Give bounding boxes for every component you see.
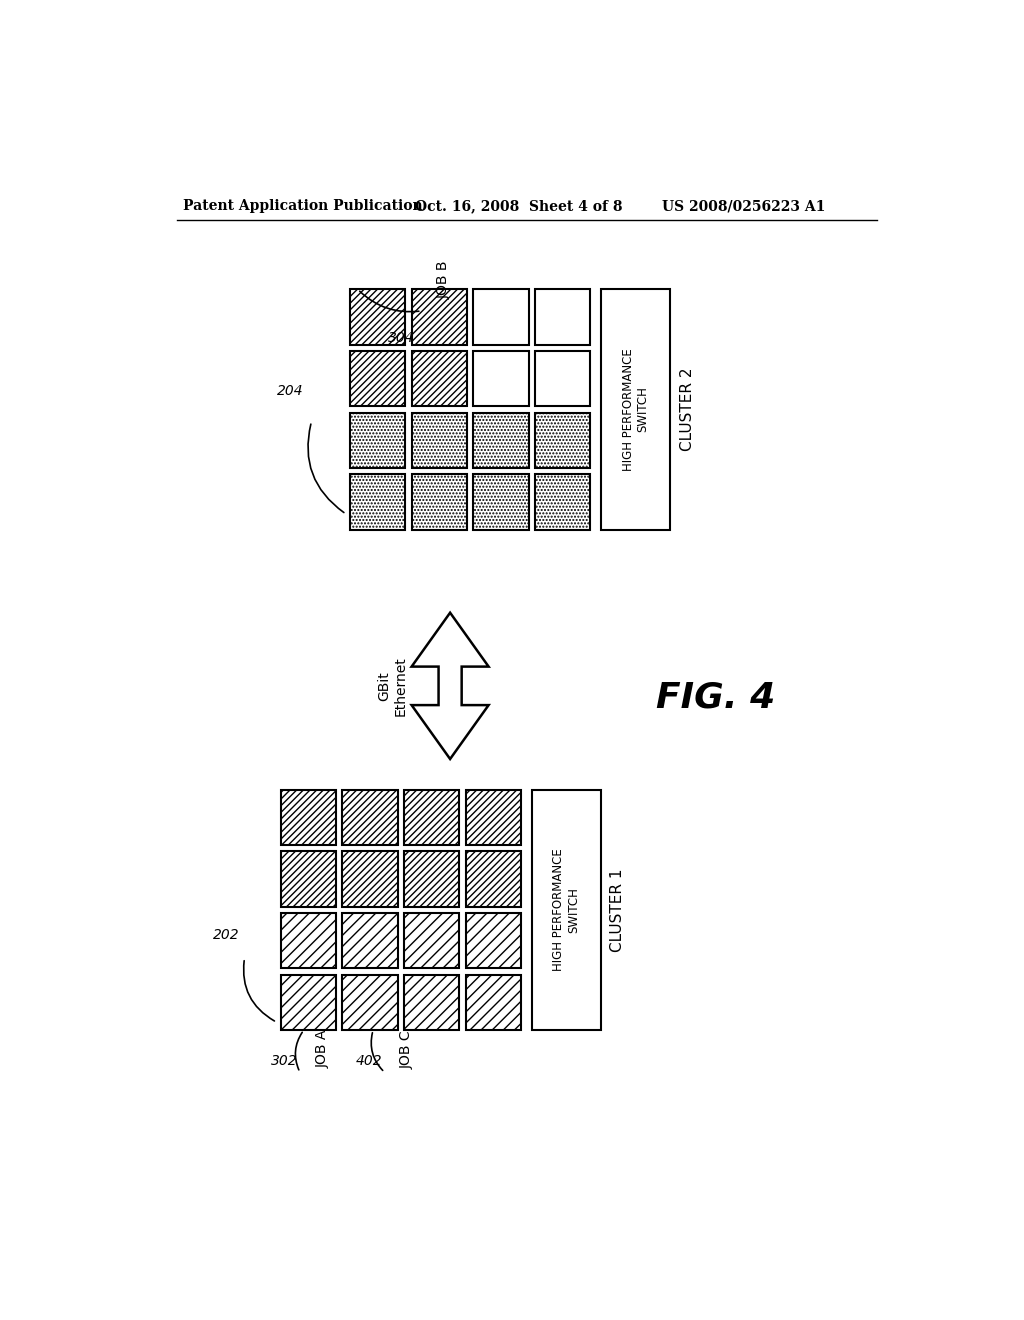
Text: Patent Application Publication: Patent Application Publication bbox=[183, 199, 423, 213]
Bar bbox=[403, 851, 460, 907]
Bar bbox=[403, 851, 460, 907]
Bar bbox=[342, 974, 397, 1030]
Text: FIG. 4: FIG. 4 bbox=[656, 680, 775, 714]
Bar bbox=[281, 974, 336, 1030]
Text: CLUSTER 2: CLUSTER 2 bbox=[680, 368, 694, 451]
Bar bbox=[281, 851, 336, 907]
Bar bbox=[473, 413, 528, 469]
Text: 304: 304 bbox=[387, 331, 414, 345]
Bar bbox=[535, 474, 590, 529]
Text: 302: 302 bbox=[271, 1053, 298, 1068]
Bar bbox=[473, 474, 528, 529]
Bar bbox=[350, 413, 406, 469]
Bar bbox=[466, 974, 521, 1030]
Bar bbox=[535, 413, 590, 469]
Bar bbox=[466, 789, 521, 845]
Bar bbox=[412, 474, 467, 529]
Text: 202: 202 bbox=[213, 928, 240, 942]
Bar bbox=[466, 913, 521, 969]
Bar bbox=[342, 789, 397, 845]
Bar bbox=[535, 413, 590, 469]
Bar bbox=[473, 289, 528, 345]
Bar bbox=[350, 289, 406, 345]
Bar bbox=[403, 913, 460, 969]
Bar bbox=[342, 789, 397, 845]
Bar bbox=[342, 974, 397, 1030]
Bar bbox=[412, 413, 467, 469]
Bar bbox=[466, 851, 521, 907]
Bar bbox=[412, 351, 467, 407]
Bar bbox=[473, 351, 528, 407]
Text: CLUSTER 1: CLUSTER 1 bbox=[610, 869, 626, 952]
Text: Oct. 16, 2008  Sheet 4 of 8: Oct. 16, 2008 Sheet 4 of 8 bbox=[416, 199, 623, 213]
Bar bbox=[350, 413, 406, 469]
Text: HIGH PERFORMANCE
SWITCH: HIGH PERFORMANCE SWITCH bbox=[552, 849, 581, 972]
Bar bbox=[342, 913, 397, 969]
Bar bbox=[350, 351, 406, 407]
Text: JOB A: JOB A bbox=[315, 1030, 330, 1068]
Bar bbox=[412, 289, 467, 345]
Bar bbox=[403, 974, 460, 1030]
Bar bbox=[350, 351, 406, 407]
Bar bbox=[281, 789, 336, 845]
Polygon shape bbox=[412, 612, 488, 759]
Bar bbox=[601, 289, 671, 529]
Bar bbox=[535, 289, 590, 345]
Bar bbox=[342, 851, 397, 907]
Text: HIGH PERFORMANCE
SWITCH: HIGH PERFORMANCE SWITCH bbox=[622, 348, 649, 471]
Bar bbox=[342, 851, 397, 907]
Bar bbox=[281, 913, 336, 969]
Bar bbox=[466, 974, 521, 1030]
Text: JOB C: JOB C bbox=[400, 1030, 414, 1069]
Bar bbox=[350, 474, 406, 529]
Bar bbox=[403, 974, 460, 1030]
Bar bbox=[403, 913, 460, 969]
Bar bbox=[535, 351, 590, 407]
Text: US 2008/0256223 A1: US 2008/0256223 A1 bbox=[662, 199, 825, 213]
Bar bbox=[466, 851, 521, 907]
Bar bbox=[412, 289, 467, 345]
Bar bbox=[412, 413, 467, 469]
Bar bbox=[281, 913, 336, 969]
Text: JOB B: JOB B bbox=[437, 261, 451, 300]
Bar bbox=[466, 789, 521, 845]
Bar bbox=[403, 789, 460, 845]
Bar bbox=[342, 913, 397, 969]
Bar bbox=[281, 851, 336, 907]
Bar bbox=[403, 789, 460, 845]
Bar bbox=[412, 474, 467, 529]
Bar bbox=[412, 351, 467, 407]
Bar bbox=[531, 789, 601, 1030]
Text: 204: 204 bbox=[276, 384, 303, 397]
Bar bbox=[473, 413, 528, 469]
Bar bbox=[281, 974, 336, 1030]
Bar bbox=[473, 474, 528, 529]
Bar bbox=[281, 789, 336, 845]
Bar bbox=[466, 913, 521, 969]
Text: 402: 402 bbox=[356, 1053, 383, 1068]
Text: GBit
Ethernet: GBit Ethernet bbox=[377, 656, 408, 715]
Bar bbox=[350, 289, 406, 345]
Bar bbox=[350, 474, 406, 529]
Bar bbox=[535, 474, 590, 529]
